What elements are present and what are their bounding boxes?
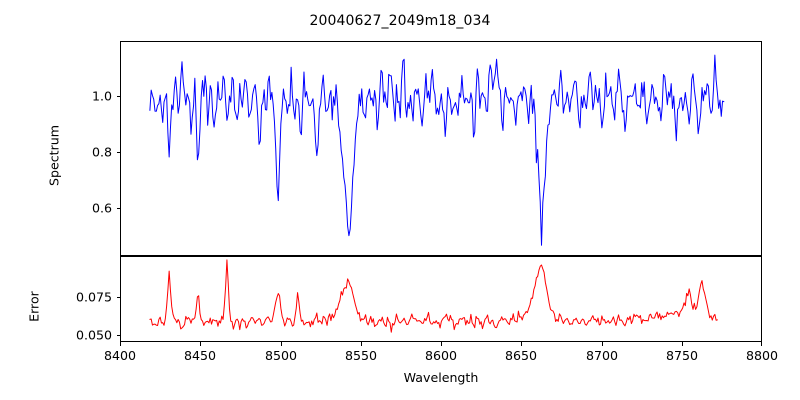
ytick-label: 0.050 [75,327,112,343]
spectrum-line-series [149,54,725,246]
tick-mark [761,342,763,346]
tick-mark [116,207,120,209]
tick-mark [281,342,283,346]
ytick-label: 1.0 [91,88,112,104]
xtick-label: 8400 [103,348,137,363]
tick-mark [200,342,202,346]
tick-mark [116,151,120,153]
tick-mark [116,334,120,336]
xtick-label: 8650 [504,348,538,363]
wavelength-axis-label: Wavelength [403,370,479,385]
tick-mark [120,342,122,346]
tick-mark [116,296,120,298]
ytick-label: 0.8 [91,144,112,160]
error-line-series [149,259,718,333]
xtick-label: 8450 [183,348,217,363]
xtick-label: 8500 [264,348,298,363]
tick-mark [361,342,363,346]
xtick-label: 8550 [344,348,378,363]
spectrum-plot-area [120,41,762,256]
page-title: 20040627_2049m18_034 [309,13,491,29]
xtick-label: 8800 [745,348,779,363]
ytick-label: 0.6 [91,200,112,216]
xtick-label: 8600 [424,348,458,363]
tick-mark [602,342,604,346]
xtick-label: 8700 [585,348,619,363]
spectrum-axis-label: Spectrum [46,124,62,187]
tick-mark [521,342,523,346]
error-plot-area [120,256,762,342]
xtick-label: 8750 [665,348,699,363]
tick-mark [441,342,443,346]
error-axis-label: Error [26,291,42,322]
error-y-axis-ticks: 0.075 0.050 [42,0,112,400]
ytick-label: 0.075 [75,289,112,305]
spectrum-y-axis-ticks: 1.0 0.8 0.6 [52,0,112,400]
tick-mark [682,342,684,346]
tick-mark [116,95,120,97]
